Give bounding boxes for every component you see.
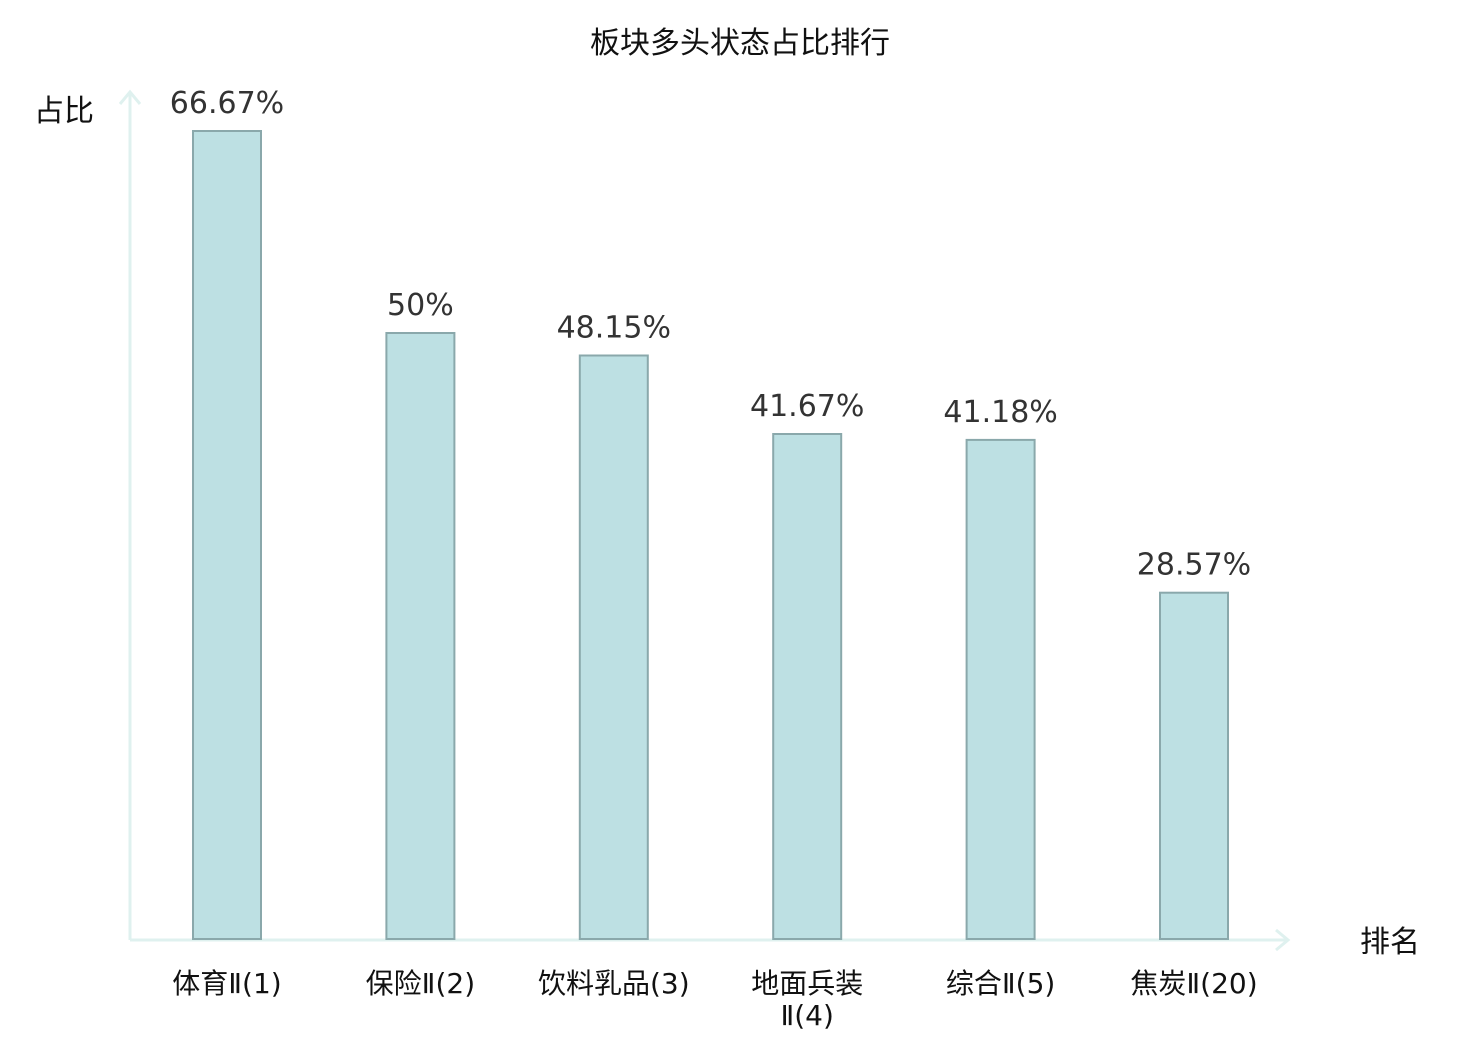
bar-2 [385,332,456,940]
category-label-3: 饮料乳品(3) [538,967,690,1000]
value-label-5: 41.18% [943,395,1057,430]
category-label-6: 焦炭Ⅱ(20) [1130,967,1257,1000]
value-labels: 66.67% 50% 48.15% 41.67% 41.18% 28.57% [170,86,1251,583]
y-axis-arrow [118,89,142,105]
bar-6 [1159,591,1229,940]
value-label-1: 66.67% [170,86,284,121]
bar-4 [772,433,843,940]
category-label-5: 综合Ⅱ(5) [946,967,1055,1000]
value-label-3: 48.15% [557,311,671,346]
value-label-4: 41.67% [750,389,864,424]
category-label-2: 保险Ⅱ(2) [366,967,475,1000]
category-label-4: 地面兵装 Ⅱ(4) [751,967,863,1032]
x-axis-label: 排名 [1360,925,1420,960]
bars [192,130,1229,940]
category-labels: 体育Ⅱ(1) 保险Ⅱ(2) 饮料乳品(3) 地面兵装 Ⅱ(4) 综合Ⅱ(5) 焦炭Ⅱ(20) [172,967,1257,1032]
bar-1 [192,130,262,940]
category-label-1: 体育Ⅱ(1) [172,967,281,1000]
bar-3 [578,354,649,940]
bar-5 [965,438,1036,940]
y-axis-label: 占比 [34,94,94,129]
chart-title: 板块多头状态占比排行 [590,26,890,61]
axes [118,89,1291,952]
value-label-2: 50% [387,288,454,323]
value-label-6: 28.57% [1137,548,1251,583]
x-axis-arrow [1275,928,1291,952]
